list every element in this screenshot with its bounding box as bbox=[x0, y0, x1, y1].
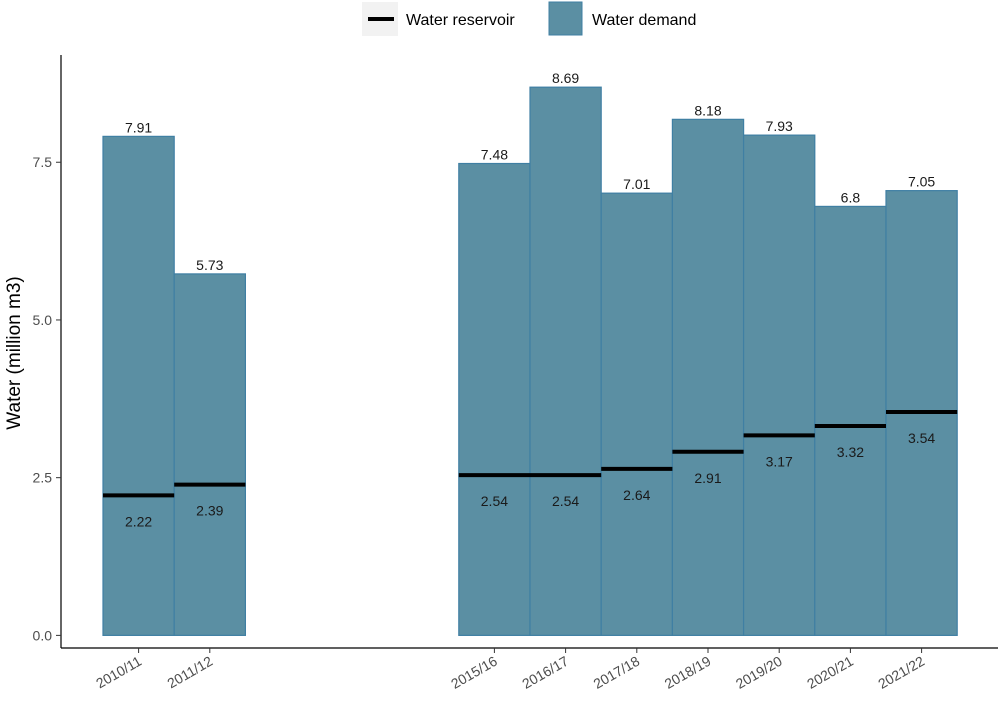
demand-value-label: 8.18 bbox=[694, 102, 721, 118]
demand-bar bbox=[742, 134, 816, 636]
demand-bar bbox=[102, 135, 175, 636]
reservoir-value-label: 2.54 bbox=[552, 493, 579, 509]
reservoir-value-label: 3.54 bbox=[908, 430, 935, 446]
legend-label-demand: Water demand bbox=[592, 12, 696, 29]
reservoir-value-label: 2.91 bbox=[694, 470, 721, 486]
demand-value-label: 7.05 bbox=[908, 174, 935, 190]
legend-label-reservoir: Water reservoir bbox=[406, 12, 515, 29]
demand-bar bbox=[173, 273, 246, 636]
y-axis-title: Water (million m3) bbox=[4, 276, 25, 429]
reservoir-value-label: 3.17 bbox=[766, 453, 793, 469]
x-tick-label: 2017/18 bbox=[590, 653, 642, 692]
demand-value-label: 5.73 bbox=[196, 257, 223, 273]
reservoir-value-label: 3.32 bbox=[837, 444, 864, 460]
reservoir-value-label: 2.22 bbox=[125, 513, 152, 529]
reservoir-value-label: 2.54 bbox=[481, 493, 508, 509]
demand-value-label: 8.69 bbox=[552, 70, 579, 86]
reservoir-lines bbox=[103, 410, 958, 498]
x-tick-label: 2010/11 bbox=[93, 653, 144, 692]
x-tick-label: 2018/19 bbox=[662, 653, 714, 692]
y-tick-label: 0.0 bbox=[33, 627, 53, 643]
legend-key-demand bbox=[548, 1, 583, 36]
demand-value-label: 6.8 bbox=[841, 189, 861, 205]
demand-bar bbox=[529, 86, 602, 636]
y-tick-label: 5.0 bbox=[33, 312, 53, 328]
x-tick-label: 2016/17 bbox=[519, 653, 571, 692]
reservoir-value-label: 2.39 bbox=[196, 503, 223, 519]
x-tick-label: 2020/21 bbox=[804, 653, 856, 692]
demand-value-label: 7.01 bbox=[623, 176, 650, 192]
demand-value-label: 7.93 bbox=[766, 118, 793, 134]
y-tick-label: 7.5 bbox=[33, 154, 53, 170]
demand-value-label: 7.91 bbox=[125, 119, 152, 135]
demand-bar bbox=[600, 192, 674, 636]
x-tick-label: 2019/20 bbox=[733, 653, 785, 692]
bars bbox=[102, 86, 958, 636]
demand-bar bbox=[814, 205, 887, 636]
bar-labels: 7.91 2.22 5.73 2.39 7.48 2.54 8.69 2.54 7.01 2.64… bbox=[125, 70, 935, 529]
x-tick-label: 2015/16 bbox=[448, 653, 500, 692]
x-tick-label: 2021/22 bbox=[875, 653, 927, 692]
demand-value-label: 7.48 bbox=[481, 147, 508, 163]
reservoir-value-label: 2.64 bbox=[623, 487, 650, 503]
y-ticks: 0.0 2.5 5.0 7.5 bbox=[33, 154, 61, 643]
y-tick-label: 2.5 bbox=[33, 470, 53, 486]
demand-bar bbox=[458, 162, 531, 636]
demand-bar bbox=[671, 118, 745, 636]
x-ticks: 2010/11 2011/12 2015/16 2016/17 2017/18 2018/… bbox=[93, 648, 927, 692]
legend: Water reservoir Water demand bbox=[362, 1, 696, 36]
x-tick-label: 2011/12 bbox=[164, 653, 215, 692]
